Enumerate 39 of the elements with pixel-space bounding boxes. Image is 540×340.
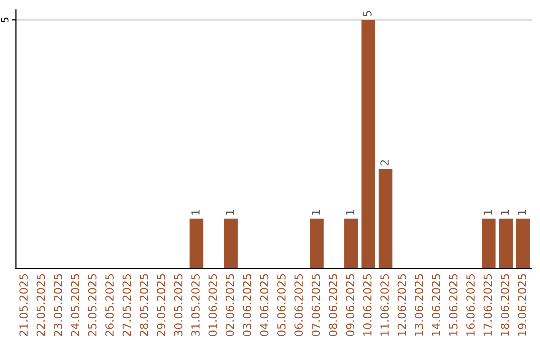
- x-tick-label: 03.06.2025: [243, 274, 252, 336]
- x-tick-label: 19.06.2025: [518, 274, 527, 336]
- x-tick-label: 16.06.2025: [466, 274, 475, 336]
- data-label: 1: [192, 210, 200, 215]
- x-tick-label: 11.06.2025: [380, 274, 390, 336]
- data-label: 5: [364, 11, 372, 17]
- x-tick-label: 02.06.2025: [226, 274, 234, 336]
- x-tick-label: 22.05.2025: [36, 274, 46, 336]
- x-tick-label: 14.06.2025: [432, 274, 441, 336]
- x-tick-label: 08.06.2025: [329, 274, 338, 336]
- x-tick-label: 31.05.2025: [192, 274, 200, 336]
- x-tick-label: 12.06.2025: [398, 274, 406, 336]
- x-tick-label: 07.06.2025: [312, 274, 320, 336]
- x-tick-label: 15.06.2025: [449, 274, 458, 336]
- data-label: 1: [346, 210, 354, 215]
- x-tick-label: 28.05.2025: [140, 274, 148, 336]
- x-tick-label: 05.06.2025: [277, 274, 286, 336]
- x-tick-label: 30.05.2025: [174, 274, 183, 336]
- x-tick-label: 25.05.2025: [88, 274, 97, 336]
- x-tick-label: 18.06.2025: [500, 274, 510, 336]
- x-tick-label: 23.05.2025: [54, 274, 62, 336]
- x-tick-label: 26.05.2025: [106, 274, 114, 336]
- x-tick-label: 06.06.2025: [294, 274, 304, 336]
- x-tick-label: 21.05.2025: [20, 274, 28, 336]
- x-tick-label: 24.05.2025: [71, 274, 80, 336]
- data-label: 1: [518, 210, 526, 215]
- x-tick-label: 01.06.2025: [208, 274, 218, 336]
- data-label: 2: [380, 160, 389, 166]
- x-tick-label: 04.06.2025: [260, 274, 269, 336]
- x-tick-label: 13.06.2025: [414, 274, 424, 336]
- data-label: 1: [501, 210, 510, 215]
- x-tick-label: 10.06.2025: [363, 274, 372, 336]
- data-label: 1: [484, 210, 492, 215]
- x-tick-label: 17.06.2025: [484, 274, 492, 336]
- data-label: 1: [226, 210, 234, 215]
- data-label: 1: [312, 210, 320, 215]
- x-tick-label: 27.05.2025: [122, 274, 132, 336]
- x-tick-label: 09.06.2025: [346, 274, 355, 336]
- x-tick-label: 29.05.2025: [157, 274, 166, 336]
